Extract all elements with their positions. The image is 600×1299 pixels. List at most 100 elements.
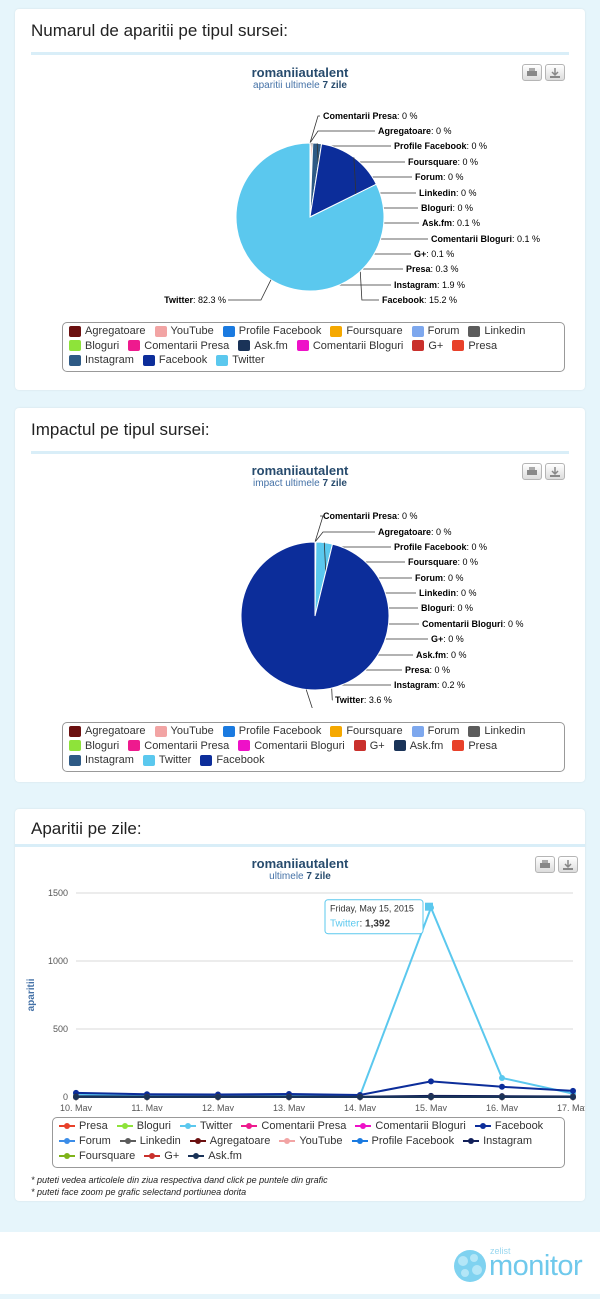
- legend-item-linkedin[interactable]: Linkedin: [468, 725, 525, 737]
- data-point-ask-fm[interactable]: [286, 1094, 292, 1100]
- pie-label-agregatoare: Agregatoare: 0 %: [378, 527, 452, 537]
- legend-item-bloguri[interactable]: Bloguri: [116, 1120, 171, 1132]
- tooltip: Friday, May 15, 2015 Twitter: 1,392: [324, 899, 424, 935]
- legend-item-forum[interactable]: Forum: [411, 725, 459, 737]
- pie-label-ask-fm: Ask.fm: 0 %: [416, 650, 467, 660]
- brand-small: zelist: [490, 1246, 511, 1256]
- legend-item-ask-fm[interactable]: Ask.fm: [188, 1150, 242, 1162]
- legend-item-instagram[interactable]: Instagram: [463, 1135, 532, 1147]
- legend-item-facebook[interactable]: Facebook: [142, 354, 207, 366]
- legend-label: Ask.fm: [254, 339, 288, 352]
- print-button[interactable]: [522, 64, 542, 81]
- legend-swatch: [355, 1120, 372, 1132]
- legend-label: Twitter: [158, 754, 192, 766]
- divider: [31, 451, 569, 454]
- legend-item-facebook[interactable]: Facebook: [474, 1120, 543, 1132]
- legend-swatch: [351, 1135, 368, 1147]
- download-button[interactable]: [545, 463, 565, 480]
- legend-item-bloguri[interactable]: Bloguri: [69, 340, 119, 352]
- data-point-ask-fm[interactable]: [144, 1094, 150, 1100]
- legend-item-presa[interactable]: Presa: [59, 1120, 108, 1132]
- legend-item-comentarii-presa[interactable]: Comentarii Presa: [241, 1120, 346, 1132]
- data-point-ask-fm[interactable]: [73, 1094, 79, 1100]
- download-icon: [550, 467, 560, 477]
- legend-item-profile-facebook[interactable]: Profile Facebook: [351, 1135, 455, 1147]
- download-button[interactable]: [545, 64, 565, 81]
- legend-item-comentarii-presa[interactable]: Comentarii Presa: [128, 340, 229, 352]
- legend-item-comentarii-presa[interactable]: Comentarii Presa: [128, 740, 229, 752]
- legend-label: Profile Facebook: [371, 1135, 455, 1147]
- legend-item-agregatoare[interactable]: Agregatoare: [189, 1135, 270, 1147]
- data-point-ask-fm[interactable]: [215, 1094, 221, 1100]
- download-button[interactable]: [558, 856, 578, 873]
- print-button[interactable]: [535, 856, 555, 873]
- data-point-twitter[interactable]: [499, 1074, 505, 1081]
- y-axis-label: aparitii: [26, 978, 37, 1011]
- legend-item-foursquare[interactable]: Foursquare: [330, 725, 403, 737]
- legend-item-linkedin[interactable]: Linkedin: [119, 1135, 181, 1147]
- legend-item-foursquare[interactable]: Foursquare: [59, 1150, 135, 1162]
- pie-slice-facebook[interactable]: [240, 541, 390, 691]
- legend-item-twitter[interactable]: Twitter: [216, 354, 265, 366]
- line-card-zile: Aparitii pe zile: romaniiautalent ultime…: [15, 809, 585, 1201]
- chart-legend: Agregatoare YouTube Profile Facebook Foursq…: [62, 722, 565, 772]
- legend-swatch: [59, 1135, 75, 1147]
- pie-label-forum: Forum: 0 %: [415, 573, 464, 583]
- print-icon: [527, 467, 537, 475]
- y-tick-label: 1500: [48, 888, 68, 898]
- legend-item-twitter[interactable]: Twitter: [180, 1120, 232, 1132]
- legend-item-agregatoare[interactable]: Agregatoare: [69, 725, 146, 737]
- legend-item-presa[interactable]: Presa: [452, 740, 497, 752]
- legend-item-agregatoare[interactable]: Agregatoare: [69, 325, 146, 337]
- series-line-facebook[interactable]: [75, 1080, 574, 1096]
- legend-item-presa[interactable]: Presa: [452, 340, 497, 352]
- data-point-ask-fm[interactable]: [428, 1094, 434, 1100]
- pie-label-g: G+: 0.1 %: [414, 249, 454, 259]
- legend-item-ask-fm[interactable]: Ask.fm: [238, 340, 288, 352]
- legend-swatch: [353, 740, 366, 751]
- data-point-ask-fm[interactable]: [357, 1094, 363, 1100]
- legend-item-foursquare[interactable]: Foursquare: [330, 325, 403, 337]
- data-point-facebook[interactable]: [570, 1087, 576, 1094]
- legend-item-comentarii-bloguri[interactable]: Comentarii Bloguri: [296, 340, 403, 352]
- data-point-facebook[interactable]: [428, 1078, 434, 1085]
- print-button[interactable]: [522, 463, 542, 480]
- legend-item-youtube[interactable]: YouTube: [154, 725, 214, 737]
- footer: zelist monitor: [0, 1232, 600, 1294]
- legend-swatch: [222, 325, 235, 337]
- chart-subtitle: aparitii ultimele 7 zile: [253, 80, 347, 91]
- legend-item-g[interactable]: G+: [412, 340, 443, 352]
- legend-item-comentarii-bloguri[interactable]: Comentarii Bloguri: [238, 740, 345, 752]
- legend-item-youtube[interactable]: YouTube: [279, 1135, 343, 1147]
- legend-item-profile-facebook[interactable]: Profile Facebook: [222, 725, 321, 737]
- legend-swatch: [411, 325, 424, 337]
- chart-legend: Agregatoare YouTube Profile Facebook Foursq…: [62, 322, 565, 372]
- legend-item-g[interactable]: G+: [353, 740, 385, 752]
- legend-swatch: [200, 754, 213, 766]
- line-chart[interactable]: 0 500 1000 1500 aparitii 10. May 11. May 12. Ma…: [15, 881, 585, 1111]
- data-point-facebook[interactable]: [499, 1083, 505, 1090]
- highlighted-point[interactable]: [425, 902, 433, 911]
- legend-item-profile-facebook[interactable]: Profile Facebook: [222, 325, 321, 337]
- legend-item-forum[interactable]: Forum: [411, 325, 459, 337]
- legend-swatch: [452, 340, 465, 351]
- legend-item-twitter[interactable]: Twitter: [142, 754, 192, 766]
- legend-item-forum[interactable]: Forum: [59, 1135, 111, 1147]
- legend-label: Comentarii Presa: [144, 339, 230, 352]
- legend-item-ask-fm[interactable]: Ask.fm: [393, 740, 443, 752]
- legend-item-linkedin[interactable]: Linkedin: [468, 325, 525, 337]
- legend-item-facebook[interactable]: Facebook: [200, 754, 265, 766]
- data-point-ask-fm[interactable]: [570, 1094, 576, 1100]
- legend-item-youtube[interactable]: YouTube: [154, 325, 214, 337]
- legend-item-bloguri[interactable]: Bloguri: [69, 740, 119, 752]
- pie-label-bloguri: Bloguri: 0 %: [421, 203, 473, 213]
- legend-item-instagram[interactable]: Instagram: [69, 354, 134, 366]
- legend-label: Twitter: [232, 354, 265, 366]
- data-point-ask-fm[interactable]: [499, 1094, 505, 1100]
- legend-item-g[interactable]: G+: [144, 1150, 179, 1162]
- legend-item-comentarii-bloguri[interactable]: Comentarii Bloguri: [355, 1120, 466, 1132]
- legend-swatch: [59, 1150, 75, 1162]
- legend-swatch: [69, 354, 81, 366]
- legend-label: Agregatoare: [85, 325, 146, 337]
- legend-item-instagram[interactable]: Instagram: [69, 754, 134, 766]
